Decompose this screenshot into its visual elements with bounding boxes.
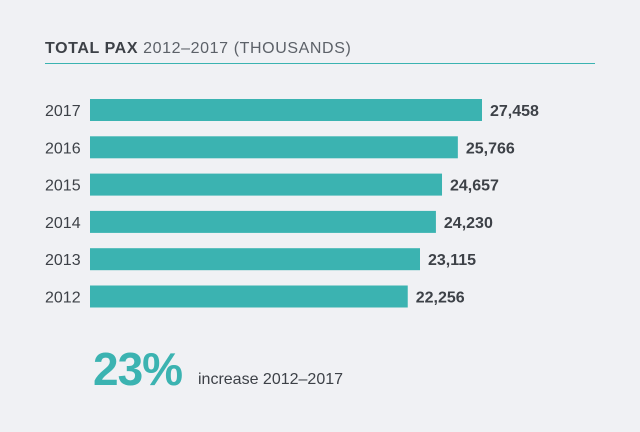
category-label-2013: 2013 [45, 252, 81, 269]
value-label-2014: 24,230 [444, 215, 493, 232]
bar-2012 [90, 285, 408, 308]
category-label-2017: 2017 [45, 103, 81, 120]
bar-2017 [90, 99, 482, 121]
category-label-2014: 2014 [45, 215, 81, 232]
category-label-2012: 2012 [45, 290, 81, 307]
value-label-2016: 25,766 [466, 140, 515, 157]
bar-chart: 2017 27,458 2016 25,766 2015 24,657 2014 24,230… [45, 99, 539, 308]
percent-increase-label: increase 2012–2017 [198, 371, 344, 388]
chart-title: TOTAL PAX 2012–2017 (THOUSANDS) [45, 40, 351, 58]
bar-2015 [90, 173, 443, 196]
title-divider [45, 63, 595, 64]
category-label-2015: 2015 [45, 178, 81, 195]
bar-2014 [90, 210, 436, 233]
value-label-2015: 24,657 [450, 178, 499, 195]
chart-title-bold: TOTAL PAX [45, 40, 139, 57]
bar-2016 [90, 136, 458, 159]
bar-2013 [90, 248, 420, 271]
value-label-2012: 22,256 [416, 290, 465, 307]
chart-title-rest: 2012–2017 (THOUSANDS) [143, 40, 352, 57]
value-label-2013: 23,115 [428, 252, 476, 269]
percent-increase-value: 23% [93, 343, 183, 395]
category-label-2016: 2016 [45, 140, 81, 157]
value-label-2017: 27,458 [490, 103, 539, 120]
